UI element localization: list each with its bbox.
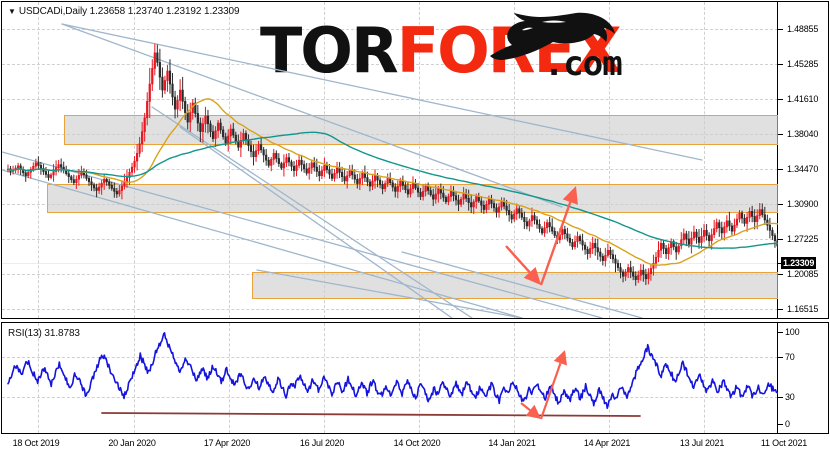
rsi-plot-area[interactable] bbox=[2, 323, 778, 433]
price-axis-label: 1.16515 bbox=[787, 304, 819, 314]
date-label: 14 Oct 2020 bbox=[393, 438, 441, 448]
chart-header-caret[interactable]: ▼ bbox=[8, 7, 16, 16]
rsi-gridline-v bbox=[609, 323, 610, 433]
price-gridline-h bbox=[2, 309, 778, 310]
price-axis-label: 1.45285 bbox=[787, 59, 819, 69]
rsi-gridline-v bbox=[419, 323, 420, 433]
current-price-tick bbox=[778, 263, 783, 264]
date-label: 18 Oct 2019 bbox=[12, 438, 60, 448]
chart-header-info: ▼ USDCADi,Daily 1.23658 1.23740 1.23192 1… bbox=[8, 6, 240, 17]
rsi-forecast-up-arrow bbox=[539, 350, 568, 420]
price-axis-tick bbox=[778, 134, 783, 135]
rsi-axis-label: 100 bbox=[785, 327, 800, 337]
rsi-forecast-arrows bbox=[520, 350, 568, 420]
candlestick-series bbox=[6, 43, 778, 286]
chart-header-text: USDCADi,Daily 1.23658 1.23740 1.23192 1.… bbox=[18, 6, 240, 17]
price-gridline-h bbox=[2, 29, 778, 30]
date-axis-labels: 18 Oct 2019 20 Jan 2020 17 Apr 2020 16 Jul … bbox=[0, 436, 830, 456]
price-plot-area[interactable]: TORFOREX .com bbox=[2, 2, 778, 318]
price-axis-tick bbox=[778, 309, 783, 310]
trendlines bbox=[2, 23, 703, 318]
price-axis-label: 1.30900 bbox=[787, 199, 819, 209]
price-gridline-v bbox=[514, 2, 515, 318]
rsi-gridline-v bbox=[704, 323, 705, 433]
price-axis-tick bbox=[778, 274, 783, 275]
price-forecast-arrows bbox=[505, 186, 578, 286]
rsi-axis: 100 70 30 0 bbox=[777, 323, 828, 433]
price-gridline-v bbox=[229, 2, 230, 318]
price-axis-tick bbox=[778, 99, 783, 100]
date-label: 14 Jan 2021 bbox=[488, 438, 536, 448]
rsi-axis-tick bbox=[778, 397, 783, 398]
forecast-up-arrow bbox=[539, 186, 578, 286]
price-axis-label: 1.34470 bbox=[787, 164, 819, 174]
date-label: 17 Apr 2020 bbox=[203, 438, 251, 448]
resistance-zone-upper bbox=[64, 115, 778, 145]
price-axis-tick bbox=[778, 64, 783, 65]
rsi-axis-label: 0 bbox=[785, 419, 790, 429]
rsi-gridline-v bbox=[514, 323, 515, 433]
price-axis-label: 1.41610 bbox=[787, 94, 819, 104]
price-axis-label: 1.38040 bbox=[787, 129, 819, 139]
price-axis-label: 1.27225 bbox=[787, 234, 819, 244]
current-price-label: 1.23309 bbox=[781, 257, 817, 269]
rsi-axis-label: 30 bbox=[785, 392, 795, 402]
rsi-axis-tick bbox=[778, 332, 783, 333]
rsi-axis-tick bbox=[778, 357, 783, 358]
price-axis-tick bbox=[778, 204, 783, 205]
rsi-axis-tick bbox=[778, 424, 783, 425]
price-chart-panel[interactable]: TORFOREX .com 1.48855 1.45285 1.41610 1.380… bbox=[1, 1, 829, 319]
price-gridline-v bbox=[704, 2, 705, 318]
price-gridline-h bbox=[2, 169, 778, 170]
price-axis-tick bbox=[778, 239, 783, 240]
date-label: 13 Jul 2021 bbox=[679, 438, 725, 448]
rsi-gridline-h bbox=[2, 397, 778, 398]
price-axis-label: 1.48855 bbox=[787, 24, 819, 34]
rsi-gridline-h bbox=[2, 357, 778, 358]
price-gridline-h bbox=[2, 99, 778, 100]
rsi-gridline-v bbox=[134, 323, 135, 433]
rsi-axis-label: 70 bbox=[785, 352, 795, 362]
rsi-forecast-down-arrow bbox=[520, 402, 541, 419]
date-label: 14 Apr 2021 bbox=[583, 438, 631, 448]
date-label: 16 Jul 2020 bbox=[299, 438, 345, 448]
price-axis-tick bbox=[778, 169, 783, 170]
price-gridline-v bbox=[609, 2, 610, 318]
price-gridline-h bbox=[2, 64, 778, 65]
price-axis-tick bbox=[778, 29, 783, 30]
price-gridline-v bbox=[419, 2, 420, 318]
forecast-down-arrow bbox=[505, 245, 541, 285]
date-label: 11 Oct 2021 bbox=[760, 438, 808, 448]
date-label: 20 Jan 2020 bbox=[108, 438, 156, 448]
rsi-line-series bbox=[7, 332, 778, 417]
rsi-header-info: RSI(13) 31.8783 bbox=[8, 328, 80, 339]
price-axis: 1.48855 1.45285 1.41610 1.38040 1.34470 1.309… bbox=[777, 2, 828, 318]
rsi-indicator-panel[interactable]: 100 70 30 0 RSI(13) 31.8783 bbox=[1, 322, 829, 434]
price-axis-label: 1.20085 bbox=[787, 269, 819, 279]
price-gridline-h bbox=[2, 239, 778, 240]
